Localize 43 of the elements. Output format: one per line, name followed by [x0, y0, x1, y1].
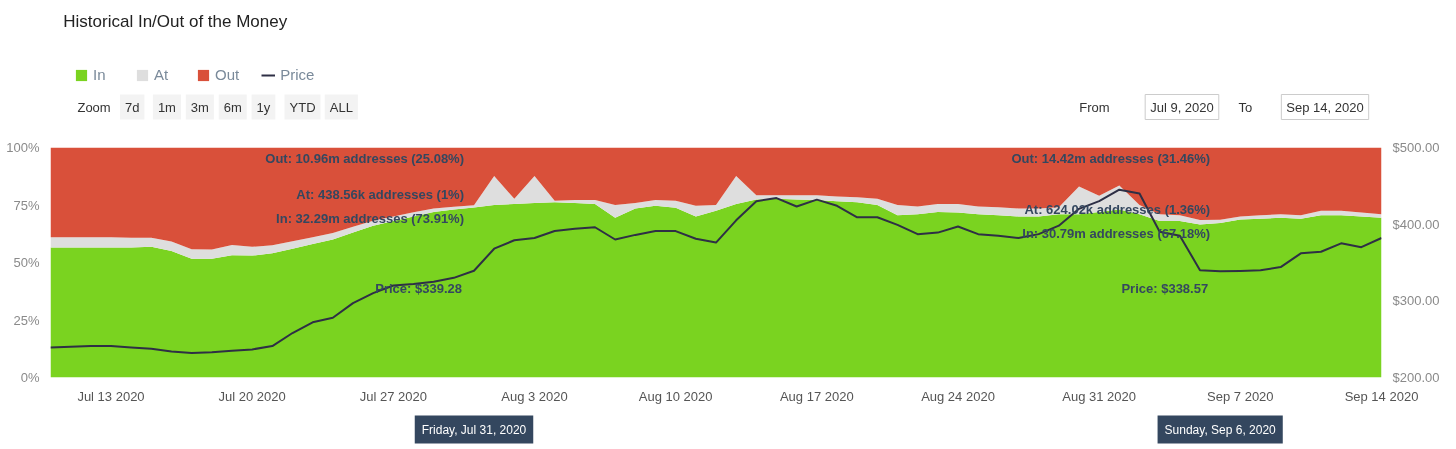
text: From	[1079, 99, 1110, 115]
x-tick-label: Aug 31 2020	[1062, 388, 1137, 404]
x-tick-label: Sep 7 2020	[1207, 388, 1274, 404]
text: 3m	[190, 99, 209, 115]
text: Jul 9, 2020	[1150, 99, 1214, 115]
text: YTD	[289, 99, 316, 115]
text: 6m	[223, 99, 242, 115]
text: Sep 14, 2020	[1286, 99, 1364, 115]
x-tick-label: Aug 3 2020	[501, 388, 568, 404]
y-tick-label: 25%	[13, 312, 40, 328]
y2-tick-label: $400.00	[1392, 216, 1440, 232]
legend-label: At	[154, 66, 170, 83]
y2-tick-label: $300.00	[1392, 293, 1440, 309]
legend-label: Price	[280, 66, 315, 83]
text: To	[1238, 99, 1253, 115]
text: 1m	[157, 99, 176, 115]
text: ALL	[329, 99, 353, 115]
text: 1y	[256, 99, 271, 115]
y-tick-label: 0%	[20, 370, 40, 385]
y2-tick-label: $200.00	[1392, 370, 1440, 385]
text: Friday, Jul 31, 2020	[421, 422, 527, 437]
chart-title: Historical In/Out of the Money	[63, 11, 288, 31]
annotation: At: 438.56k addresses (1%)	[296, 187, 465, 203]
text: Zoom	[77, 99, 111, 115]
x-tick-label: Jul 20 2020	[218, 388, 286, 404]
x-tick-label: Aug 24 2020	[921, 388, 995, 404]
line-series	[50, 188, 1382, 354]
annotation: Out: 10.96m addresses (25.08%)	[265, 150, 465, 166]
annotation: Price: $338.57	[1121, 281, 1209, 297]
x-tick-label: Aug 10 2020	[638, 388, 713, 404]
annotation: Out: 14.42m addresses (31.46%)	[1011, 150, 1211, 166]
legend-label: In	[93, 66, 107, 83]
x-tick-label: Jul 13 2020	[77, 388, 145, 404]
y-tick-label: 75%	[13, 197, 40, 213]
y2-tick-label: $500.00	[1392, 140, 1440, 155]
y-tick-label: 50%	[13, 255, 40, 270]
legend-label: Out	[215, 66, 240, 83]
x-tick-label: Sep 14 2020	[1344, 388, 1419, 404]
x-tick-label: Jul 27 2020	[359, 388, 427, 404]
y-tick-label: 100%	[6, 140, 40, 155]
x-tick-label: Aug 17 2020	[779, 388, 854, 404]
text: Sunday, Sep 6, 2020	[1164, 422, 1277, 437]
text: 7d	[124, 99, 140, 115]
